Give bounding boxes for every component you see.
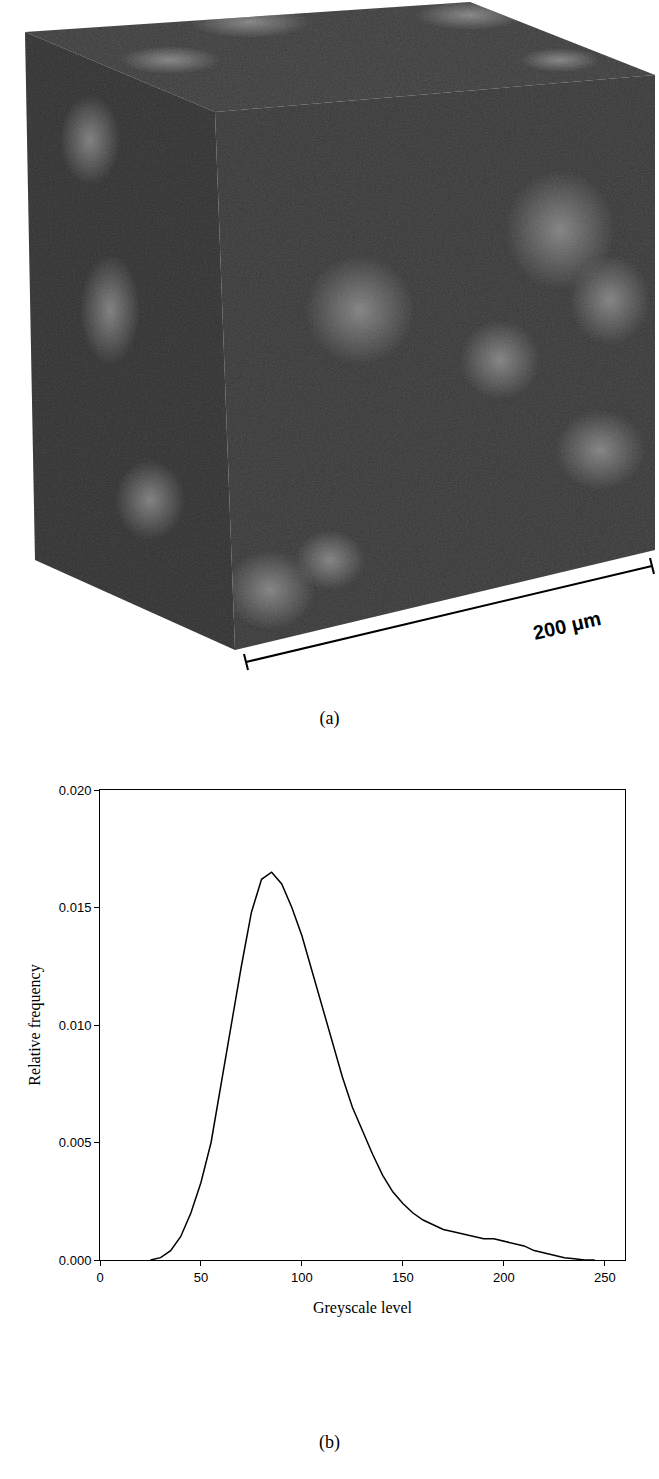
- svg-text:200: 200: [493, 1270, 515, 1285]
- svg-text:0.000: 0.000: [59, 1253, 92, 1268]
- svg-text:100: 100: [291, 1270, 313, 1285]
- svg-text:0.015: 0.015: [59, 900, 92, 915]
- html-text:(b): (b): [319, 1432, 340, 1452]
- svg-text:50: 50: [194, 1270, 208, 1285]
- html-text:(a): (a): [319, 708, 340, 728]
- svg-text:200 μm: 200 μm: [531, 607, 603, 644]
- svg-text:Relative frequency: Relative frequency: [26, 964, 44, 1085]
- svg-text:250: 250: [594, 1270, 616, 1285]
- svg-text:0: 0: [96, 1270, 103, 1285]
- svg-text:Greyscale level: Greyscale level: [313, 1299, 413, 1317]
- svg-text:0.005: 0.005: [59, 1135, 92, 1150]
- svg-text:150: 150: [392, 1270, 414, 1285]
- svg-text:0.020: 0.020: [59, 783, 92, 798]
- svg-text:0.010: 0.010: [59, 1018, 92, 1033]
